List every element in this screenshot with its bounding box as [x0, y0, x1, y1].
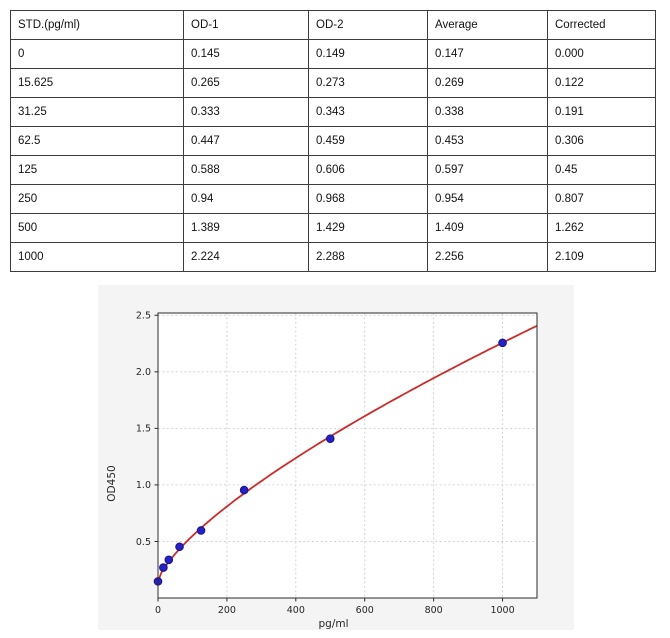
data-point	[239, 485, 249, 495]
fit-curve	[157, 324, 538, 582]
table-cell: 0.94	[183, 184, 309, 214]
data-point	[196, 526, 206, 535]
table-row: 1000 2.224 2.288 2.256 2.109	[10, 242, 656, 272]
standard-curve-chart: 0 200 400 600 800 1000 0.5 1.0 1.5 2.0 2.5 pg/ml OD4…	[98, 285, 574, 630]
table-cell: 0.191	[547, 97, 656, 127]
standards-table: STD.(pg/ml) OD-1 OD-2 Average Corrected 0 0.1…	[10, 10, 656, 272]
table-cell: 1.429	[308, 213, 428, 243]
plot-background	[158, 313, 537, 598]
table-cell: 2.256	[427, 242, 548, 272]
table-cell: 0.147	[427, 39, 548, 69]
y-tick-label: 0.5	[136, 537, 151, 548]
data-point	[498, 338, 507, 348]
table-cell: 0.447	[183, 126, 309, 156]
table-cell: 0.343	[308, 97, 428, 127]
table-cell: 500	[10, 213, 184, 243]
table-cell: 0.807	[547, 184, 656, 214]
data-point	[325, 434, 335, 443]
table-cell: 1.409	[427, 213, 548, 243]
table-cell: 0.000	[547, 39, 656, 69]
plot-border	[157, 312, 538, 599]
table-cell: 0.954	[427, 184, 548, 214]
x-tick-label: 1000	[490, 605, 514, 616]
y-tick-label: 2.5	[136, 311, 151, 322]
table-cell: 0.145	[183, 39, 309, 69]
table-cell: 15.625	[10, 68, 184, 98]
table-cell: 0.45	[547, 155, 656, 185]
x-tick-label: 0	[155, 605, 161, 616]
table-cell: 62.5	[10, 126, 184, 156]
table-cell: 0.122	[547, 68, 656, 98]
table-cell: 1.262	[547, 213, 656, 243]
column-header: OD-1	[183, 10, 309, 40]
table-header: STD.(pg/ml) OD-1 OD-2 Average Corrected	[10, 10, 656, 40]
table-row: 0 0.145 0.149 0.147 0.000	[10, 39, 656, 69]
x-tick-label: 200	[218, 605, 236, 616]
table-cell: 0	[10, 39, 184, 69]
table-cell: 0.333	[183, 97, 309, 127]
table-row: 125 0.588 0.606 0.597 0.45	[10, 155, 656, 185]
table-row: 62.5 0.447 0.459 0.453 0.306	[10, 126, 656, 156]
table-cell: 1.389	[183, 213, 309, 243]
table-body: 0 0.145 0.149 0.147 0.000 15.625 0.265 0.273 0.2…	[10, 39, 656, 272]
table-cell: 0.597	[427, 155, 548, 185]
column-header: Average	[427, 10, 548, 40]
table-cell: 0.265	[183, 68, 309, 98]
x-tick-label: 800	[425, 605, 443, 616]
table-cell: 2.288	[308, 242, 428, 272]
table-cell: 0.338	[427, 97, 548, 127]
table-cell: 250	[10, 184, 184, 214]
table-cell: 0.149	[308, 39, 428, 69]
table-cell: 0.968	[308, 184, 428, 214]
data-point	[164, 555, 174, 565]
table-row: 500 1.389 1.429 1.409 1.262	[10, 213, 656, 243]
x-tick-label: 400	[287, 605, 305, 616]
x-tick-label: 600	[356, 605, 374, 616]
table-cell: 125	[10, 155, 184, 185]
table-cell: 2.109	[547, 242, 656, 272]
table-row: 31.25 0.333 0.343 0.338 0.191	[10, 97, 656, 127]
table-cell: 0.588	[183, 155, 309, 185]
y-tick-label: 1.0	[136, 480, 151, 491]
table-cell: 2.224	[183, 242, 309, 272]
table-cell: 31.25	[10, 97, 184, 127]
y-tick-label: 2.0	[136, 367, 151, 378]
table-cell: 0.453	[427, 126, 548, 156]
y-axis-label: OD450	[106, 465, 118, 501]
table-row: 15.625 0.265 0.273 0.269 0.122	[10, 68, 656, 98]
column-header: Corrected	[547, 10, 656, 40]
data-point	[175, 542, 184, 552]
table-row: 250 0.94 0.968 0.954 0.807	[10, 184, 656, 214]
table-cell: 0.306	[547, 126, 656, 156]
data-point	[159, 563, 168, 572]
column-header: OD-2	[308, 10, 428, 40]
table-cell: 0.459	[308, 126, 428, 156]
table-cell: 1000	[10, 242, 184, 272]
table-cell: 0.606	[308, 155, 428, 185]
x-axis-label: pg/ml	[318, 618, 348, 630]
column-header: STD.(pg/ml)	[10, 10, 184, 40]
table-cell: 0.269	[427, 68, 548, 98]
standard-curve-figure: 0 200 400 600 800 1000 0.5 1.0 1.5 2.0 2.5 pg/ml OD4…	[98, 285, 574, 630]
table-header-row: STD.(pg/ml) OD-1 OD-2 Average Corrected	[10, 10, 656, 40]
table-cell: 0.273	[308, 68, 428, 98]
y-tick-label: 1.5	[136, 424, 151, 435]
